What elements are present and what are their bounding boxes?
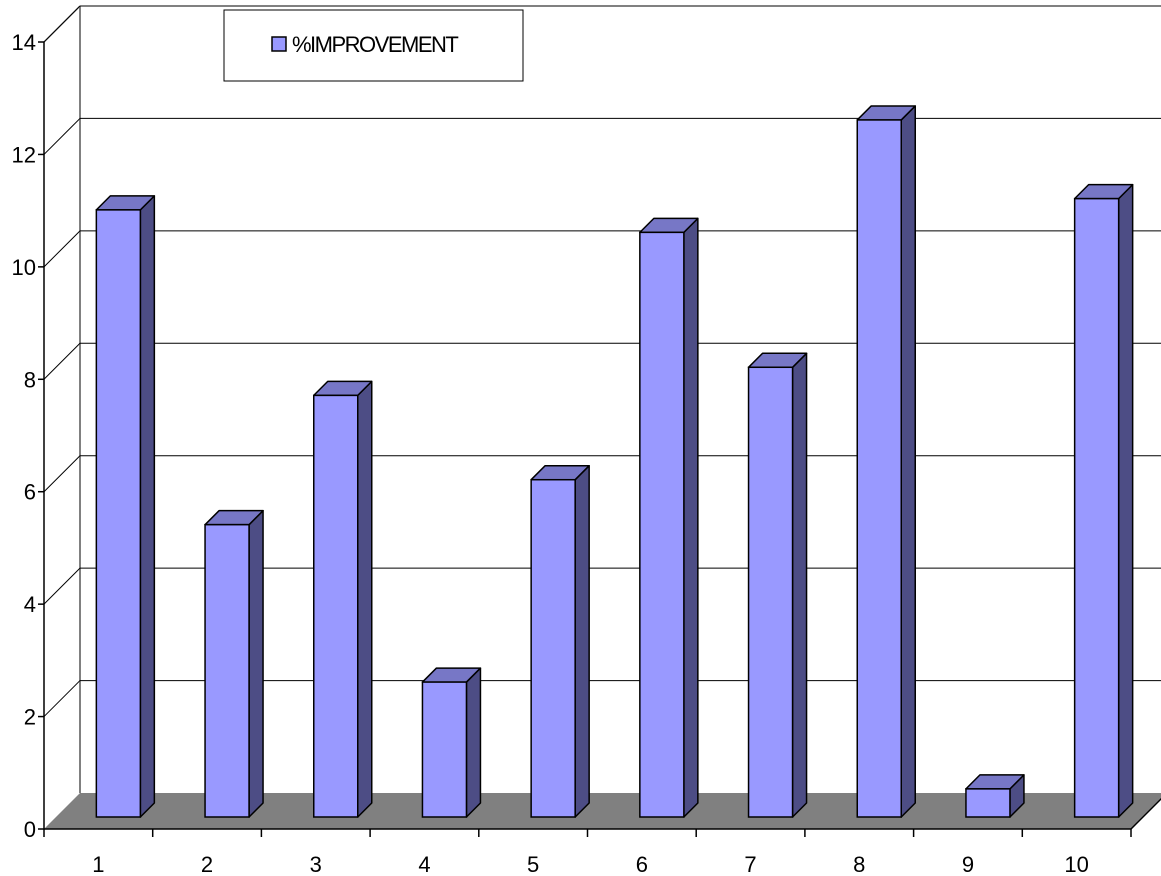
bar-1	[95, 195, 156, 818]
gridline-diagonal	[43, 230, 81, 268]
x-tick-label: 10	[1064, 852, 1088, 876]
bar-front	[421, 681, 468, 818]
x-tick-label: 7	[744, 852, 756, 876]
bar-side	[248, 509, 264, 818]
bar-8	[856, 105, 916, 818]
gridline-diagonal	[43, 455, 81, 493]
bar-10	[1073, 183, 1134, 818]
bar-side	[139, 195, 156, 818]
floor-right-edge	[1130, 797, 1161, 830]
bar-front	[530, 478, 576, 818]
y-axis-ticks: 0 2 4 6 8 10 12 14	[12, 30, 44, 842]
bar-2	[204, 509, 264, 818]
x-tick-label: 2	[201, 852, 213, 876]
y-tick-label: 2	[24, 705, 36, 730]
bar-5	[530, 464, 590, 818]
x-tick-label: 1	[92, 852, 104, 876]
bar-side	[791, 352, 808, 818]
x-tick-label: 9	[962, 852, 974, 876]
bar-side	[465, 667, 482, 818]
y-tick-label: 8	[24, 367, 36, 392]
bar-side	[900, 105, 916, 818]
bar-front	[747, 366, 794, 818]
bar-front	[313, 394, 359, 818]
x-axis-ticks: 1 2 3 4 5 6 7 8 9 10	[43, 829, 1132, 876]
x-tick-label: 6	[636, 852, 648, 876]
bar-front	[639, 231, 685, 818]
y-tick-label: 0	[24, 817, 36, 842]
gridline-diagonal	[43, 5, 81, 43]
bar-6	[639, 217, 699, 818]
y-tick-label: 14	[12, 30, 36, 55]
bars	[95, 105, 1134, 818]
bar-9	[965, 774, 1025, 818]
bar-front	[204, 523, 250, 818]
gridline-diagonal	[43, 342, 81, 380]
bar-7	[747, 352, 808, 818]
y-tick-label: 12	[12, 142, 36, 167]
bar-front	[1073, 197, 1120, 818]
bar-front	[965, 788, 1011, 818]
bar-3	[313, 380, 373, 818]
x-tick-label: 5	[527, 852, 539, 876]
bar-4	[421, 667, 482, 818]
legend: %IMPROVEMENT	[223, 9, 524, 82]
bar-front	[856, 119, 902, 818]
bar-front	[95, 209, 142, 818]
x-tick-label: 3	[310, 852, 322, 876]
y-tick-label: 4	[24, 592, 36, 617]
legend-label: %IMPROVEMENT	[292, 32, 458, 57]
y-tick-label: 10	[12, 255, 36, 280]
bar-side	[357, 380, 373, 818]
x-tick-label: 4	[418, 852, 430, 876]
gridline-diagonal	[43, 680, 81, 717]
bar-side	[683, 217, 699, 818]
bar-side	[1117, 183, 1134, 818]
x-tick-label: 8	[853, 852, 865, 876]
gridline-diagonal	[43, 118, 81, 155]
bar-side	[574, 464, 590, 818]
gridline-diagonal	[43, 567, 81, 605]
y-tick-label: 6	[24, 480, 36, 505]
legend-swatch	[271, 36, 287, 52]
